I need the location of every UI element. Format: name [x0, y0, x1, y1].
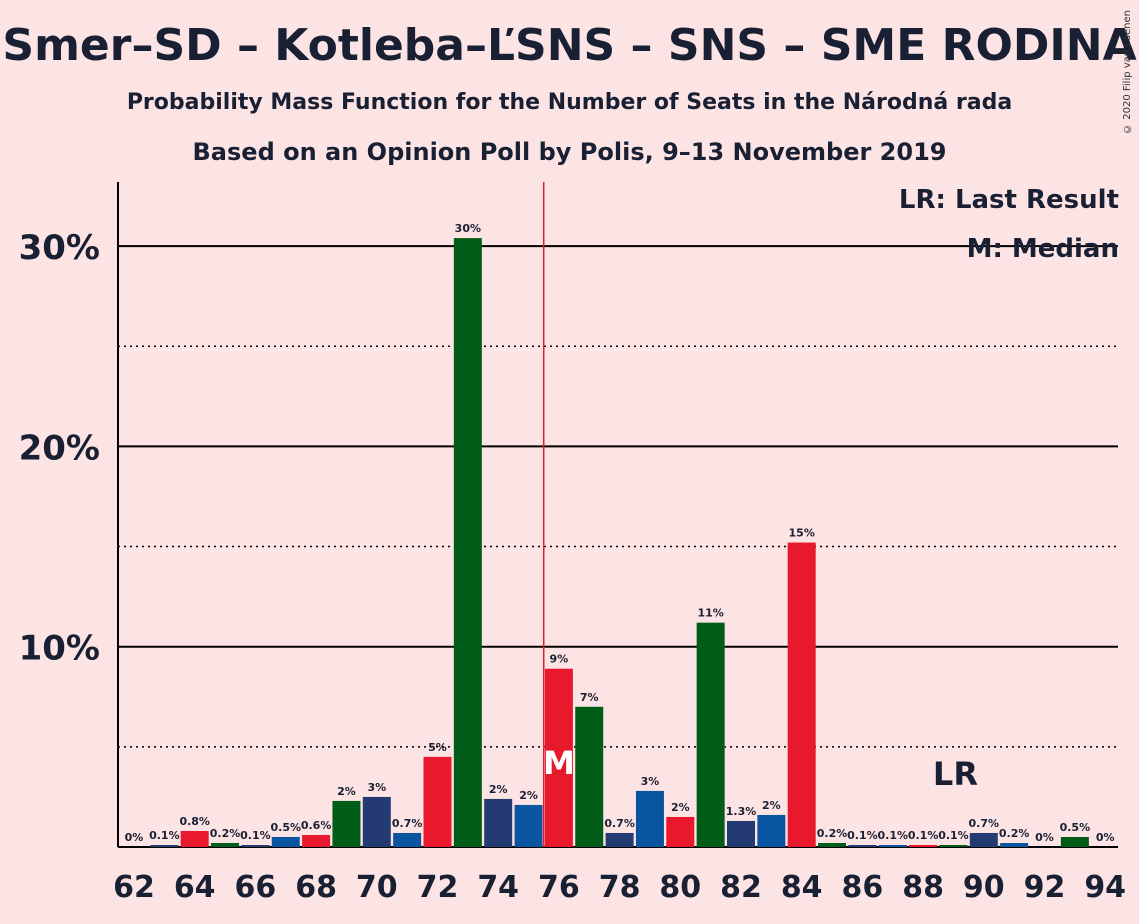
bar-seat-76	[544, 668, 573, 847]
bar-value-label: 0.7%	[969, 817, 1000, 830]
bar-value-label: 2%	[337, 785, 356, 798]
bar-value-label: 0.1%	[240, 829, 271, 842]
bar-seat-81	[696, 622, 725, 847]
median-marker: M	[543, 744, 575, 782]
bar-value-label: 9%	[550, 653, 569, 666]
bar-value-label: 0.1%	[847, 829, 878, 842]
bar-seat-75	[514, 804, 543, 847]
last-result-marker: LR	[933, 755, 978, 793]
bar-seat-66	[241, 844, 270, 847]
bar-value-label: 0%	[1096, 831, 1115, 844]
x-tick-label: 94	[1084, 870, 1126, 905]
x-tick-label: 92	[1024, 870, 1066, 905]
x-tick-label: 86	[842, 870, 884, 905]
x-tick-label: 62	[113, 870, 155, 905]
bar-seat-82	[727, 820, 755, 847]
bar-seat-91	[1000, 842, 1029, 847]
x-tick-label: 70	[356, 870, 398, 905]
bar-value-label: 0.5%	[1060, 821, 1091, 834]
x-tick-label: 90	[963, 870, 1005, 905]
x-tick-label: 68	[295, 870, 337, 905]
bar-seat-77	[575, 706, 604, 847]
x-tick-label: 66	[235, 870, 277, 905]
legend-last-result: LR: Last Result	[898, 185, 1119, 215]
bar-value-label: 0.7%	[604, 817, 635, 830]
bar-seat-73	[453, 238, 482, 847]
chart-subtitle-poll: Based on an Opinion Poll by Polis, 9–13 …	[192, 138, 947, 166]
bar-seat-83	[757, 814, 786, 847]
bar-value-label: 0.1%	[908, 829, 939, 842]
chart-title: Smer–SD – Kotleba–ĽSNS – SNS – SME RODIN…	[2, 20, 1137, 71]
x-tick-label: 76	[538, 870, 580, 905]
bar-seat-85	[818, 842, 847, 847]
bar-value-label: 0%	[1035, 831, 1054, 844]
bar-value-label: 0.1%	[877, 829, 908, 842]
bar-seat-68	[302, 834, 331, 847]
x-tick-label: 82	[720, 870, 762, 905]
bar-value-label: 2%	[489, 783, 508, 796]
x-tick-label: 84	[781, 870, 823, 905]
chart-subtitle: Probability Mass Function for the Number…	[126, 90, 1013, 115]
bar-seat-89	[939, 844, 968, 847]
x-tick-label: 88	[902, 870, 944, 905]
bar-value-label: 0%	[125, 831, 144, 844]
bar-seat-65	[211, 842, 240, 847]
x-tick-label: 74	[477, 870, 519, 905]
bar-seat-64	[180, 830, 209, 847]
bar-value-label: 0.7%	[392, 817, 423, 830]
y-tick-label: 30%	[19, 228, 100, 268]
y-tick-label: 20%	[19, 428, 100, 468]
bar-seat-93	[1060, 836, 1089, 847]
bar-seat-70	[362, 796, 391, 847]
bar-seat-90	[969, 832, 998, 847]
bar-value-label: 3%	[641, 775, 660, 788]
bar-seat-67	[271, 836, 300, 847]
bar-value-label: 11%	[697, 607, 723, 620]
bar-seat-80	[666, 816, 695, 847]
bar-value-label: 0.8%	[179, 815, 210, 828]
bar-seat-71	[393, 832, 422, 847]
bar-seat-84	[787, 542, 816, 847]
bar-seat-78	[605, 832, 634, 847]
bar-value-label: 0.5%	[270, 821, 301, 834]
bar-value-label: 2%	[762, 799, 781, 812]
bar-value-label: 3%	[367, 781, 386, 794]
bar-seat-72	[423, 756, 452, 847]
x-tick-label: 78	[599, 870, 641, 905]
bar-value-label: 15%	[789, 527, 815, 540]
bar-seat-63	[150, 844, 179, 847]
bar-value-label: 7%	[580, 691, 599, 704]
bar-value-label: 5%	[428, 741, 447, 754]
bar-value-label: 0.2%	[210, 827, 241, 840]
x-tick-label: 72	[417, 870, 459, 905]
bar-value-label: 0.1%	[149, 829, 180, 842]
bar-value-label: 0.2%	[999, 827, 1030, 840]
bar-value-label: 1.3%	[726, 805, 757, 818]
bar-seat-79	[635, 790, 664, 847]
legend-median: M: Median	[966, 234, 1119, 264]
bar-seat-69	[332, 800, 361, 847]
y-tick-label: 10%	[19, 629, 100, 669]
bar-seat-74	[484, 798, 513, 847]
bar-value-label: 2%	[519, 789, 538, 802]
bar-value-label: 0.6%	[301, 819, 332, 832]
x-tick-label: 80	[659, 870, 701, 905]
bar-seat-88	[909, 844, 938, 847]
bar-value-label: 2%	[671, 801, 690, 814]
bar-seat-87	[878, 844, 907, 847]
bar-value-label: 0.2%	[817, 827, 848, 840]
x-tick-label: 64	[174, 870, 216, 905]
bar-value-label: 30%	[455, 222, 481, 235]
bar-value-label: 0.1%	[938, 829, 969, 842]
bar-seat-86	[848, 844, 877, 847]
